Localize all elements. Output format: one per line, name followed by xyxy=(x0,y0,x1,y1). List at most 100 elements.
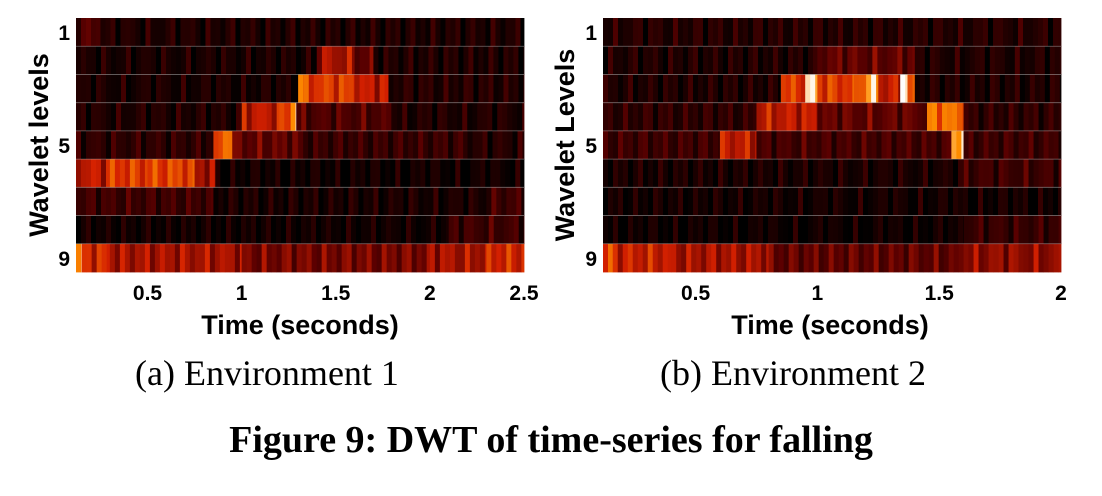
heatmap-cell-a-L3 xyxy=(296,74,299,104)
heatmap-cell-a-L8 xyxy=(361,215,367,245)
heatmap-cell-b-L6 xyxy=(778,159,784,188)
heatmap-cell-b-L8 xyxy=(678,215,684,245)
heatmap-cell-a-L3 xyxy=(458,74,464,104)
heatmap-cell-a-L9 xyxy=(421,243,428,273)
heatmap-cell-b-L9 xyxy=(1058,243,1062,273)
x-axis-title-b: Time (seconds) xyxy=(731,310,929,340)
heatmap-cell-b-L9 xyxy=(1038,243,1044,273)
heatmap-cell-b-L1 xyxy=(673,18,679,47)
heatmap-cell-a-L4 xyxy=(512,102,518,132)
heatmap-cell-b-L7 xyxy=(713,187,719,216)
heatmap-cell-a-L1 xyxy=(115,18,121,47)
heatmap-cell-b-L6 xyxy=(923,159,929,188)
heatmap-cell-b-L5 xyxy=(901,130,907,160)
heatmap-cell-a-L3 xyxy=(443,74,449,104)
heatmap-cell-b-L7 xyxy=(1013,187,1019,216)
heatmap-cell-b-L7 xyxy=(908,187,914,216)
heatmap-cell-a-L8 xyxy=(171,215,177,245)
heatmap-cell-a-L8 xyxy=(241,215,247,245)
heatmap-cell-a-L7 xyxy=(328,187,334,216)
heatmap-cell-a-L2 xyxy=(488,46,494,75)
heatmap-cell-a-L4 xyxy=(156,102,162,132)
heatmap-cell-b-L2 xyxy=(693,46,699,75)
heatmap-cell-a-L8 xyxy=(96,215,102,245)
heatmap-cell-a-L2 xyxy=(413,46,419,75)
heatmap-cell-a-L1 xyxy=(76,18,82,47)
heatmap-cell-b-L8 xyxy=(688,215,694,245)
heatmap-cell-b-L3 xyxy=(693,74,699,104)
heatmap-cell-b-L7 xyxy=(688,187,694,216)
heatmap-cell-a-L8 xyxy=(111,215,117,245)
heatmap-cell-b-L1 xyxy=(713,18,719,47)
heatmap-cell-a-L6 xyxy=(405,159,411,188)
heatmap-cell-a-L6 xyxy=(114,159,121,188)
heatmap-cell-a-L2 xyxy=(393,46,399,75)
heatmap-cell-a-L1 xyxy=(355,18,361,47)
heatmap-cell-b-L2 xyxy=(1034,46,1041,75)
heatmap-cell-b-L7 xyxy=(973,187,979,216)
heatmap-cell-b-L5 xyxy=(1028,130,1034,160)
heatmap-cell-b-L9 xyxy=(813,243,820,273)
heatmap-cell-a-L2 xyxy=(316,46,318,75)
heatmap-cell-b-L9 xyxy=(1023,243,1029,273)
heatmap-cell-a-L9 xyxy=(326,243,333,273)
heatmap-cell-a-L6 xyxy=(280,159,286,188)
heatmap-cell-b-L8 xyxy=(663,215,669,245)
heatmap-cell-a-L8 xyxy=(473,215,480,245)
heatmap-cell-b-L5 xyxy=(1043,130,1049,160)
heatmap-cell-a-L7 xyxy=(496,187,502,216)
heatmap-cell-b-L2 xyxy=(857,46,863,75)
heatmap-cell-b-L7 xyxy=(673,187,679,216)
heatmap-cell-b-L2 xyxy=(877,46,883,75)
heatmap-cell-a-L6 xyxy=(335,159,341,188)
heatmap-cell-a-L4 xyxy=(417,102,423,132)
heatmap-cell-b-L8 xyxy=(988,215,994,245)
heatmap-cell-b-L1 xyxy=(733,18,739,47)
heatmap-cell-b-L3 xyxy=(959,74,966,104)
heatmap-cell-b-L7 xyxy=(893,187,899,216)
heatmap-cell-b-L1 xyxy=(693,18,699,47)
heatmap-cell-b-L5 xyxy=(673,130,679,160)
heatmap-cell-b-L3 xyxy=(810,74,816,104)
heatmap-cell-a-L4 xyxy=(477,102,483,132)
heatmap-cell-b-L8 xyxy=(998,215,1004,245)
heatmap-cell-b-L3 xyxy=(743,74,749,104)
heatmap-cell-b-L4 xyxy=(917,102,923,132)
heatmap-cell-b-L3 xyxy=(964,74,971,104)
heatmap-cell-a-L2 xyxy=(171,46,177,75)
heatmap-cell-a-L8 xyxy=(371,215,377,245)
heatmap-cell-a-L4 xyxy=(316,102,322,132)
heatmap-cell-a-L4 xyxy=(422,102,428,132)
heatmap-cell-a-L7 xyxy=(233,187,239,216)
heatmap-cell-b-L7 xyxy=(903,187,909,216)
heatmap-cell-a-L9 xyxy=(371,243,378,273)
heatmap-cell-b-L1 xyxy=(903,18,909,47)
heatmap-cell-b-L8 xyxy=(668,215,674,245)
heatmap-cell-b-L1 xyxy=(643,18,649,47)
heatmap-cell-a-L2 xyxy=(468,46,474,75)
heatmap-cell-a-L4 xyxy=(472,102,478,132)
heatmap-cell-a-L3 xyxy=(116,74,122,104)
heatmap-cell-a-L5 xyxy=(343,130,349,160)
heatmap-cell-a-L5 xyxy=(222,130,229,160)
heatmap-cell-a-L1 xyxy=(81,18,87,47)
subcaption-a: (a) Environment 1 xyxy=(135,353,399,393)
heatmap-cell-a-L5 xyxy=(277,130,283,160)
heatmap-panel-a: 0.5 1 1.5 2 2.5 159 Time (seconds) Wavelet l… xyxy=(24,18,539,340)
heatmap-cell-a-L9 xyxy=(506,243,512,273)
heatmap-cell-b-L2 xyxy=(603,46,609,75)
heatmap-cell-a-L4 xyxy=(412,102,418,132)
heatmap-cell-b-L9 xyxy=(726,243,732,273)
heatmap-cell-b-L3 xyxy=(898,74,901,104)
heatmap-cell-b-L6 xyxy=(913,159,919,188)
heatmap-cell-a-L8 xyxy=(483,215,490,245)
heatmap-cell-a-L2 xyxy=(423,46,429,75)
heatmap-cell-b-L2 xyxy=(1019,46,1026,75)
heatmap-panel-b: 0.5 1 1.5 2 159 Time (seconds) Wavelet Leve… xyxy=(550,18,1067,340)
heatmap-cell-b-L9 xyxy=(652,243,659,273)
heatmap-cell-b-L2 xyxy=(822,46,828,75)
heatmap-cell-b-L3 xyxy=(853,74,860,104)
heatmap-cell-b-L1 xyxy=(608,18,614,47)
heatmap-cell-b-L5 xyxy=(713,130,719,160)
heatmap-cell-b-L6 xyxy=(713,159,719,188)
